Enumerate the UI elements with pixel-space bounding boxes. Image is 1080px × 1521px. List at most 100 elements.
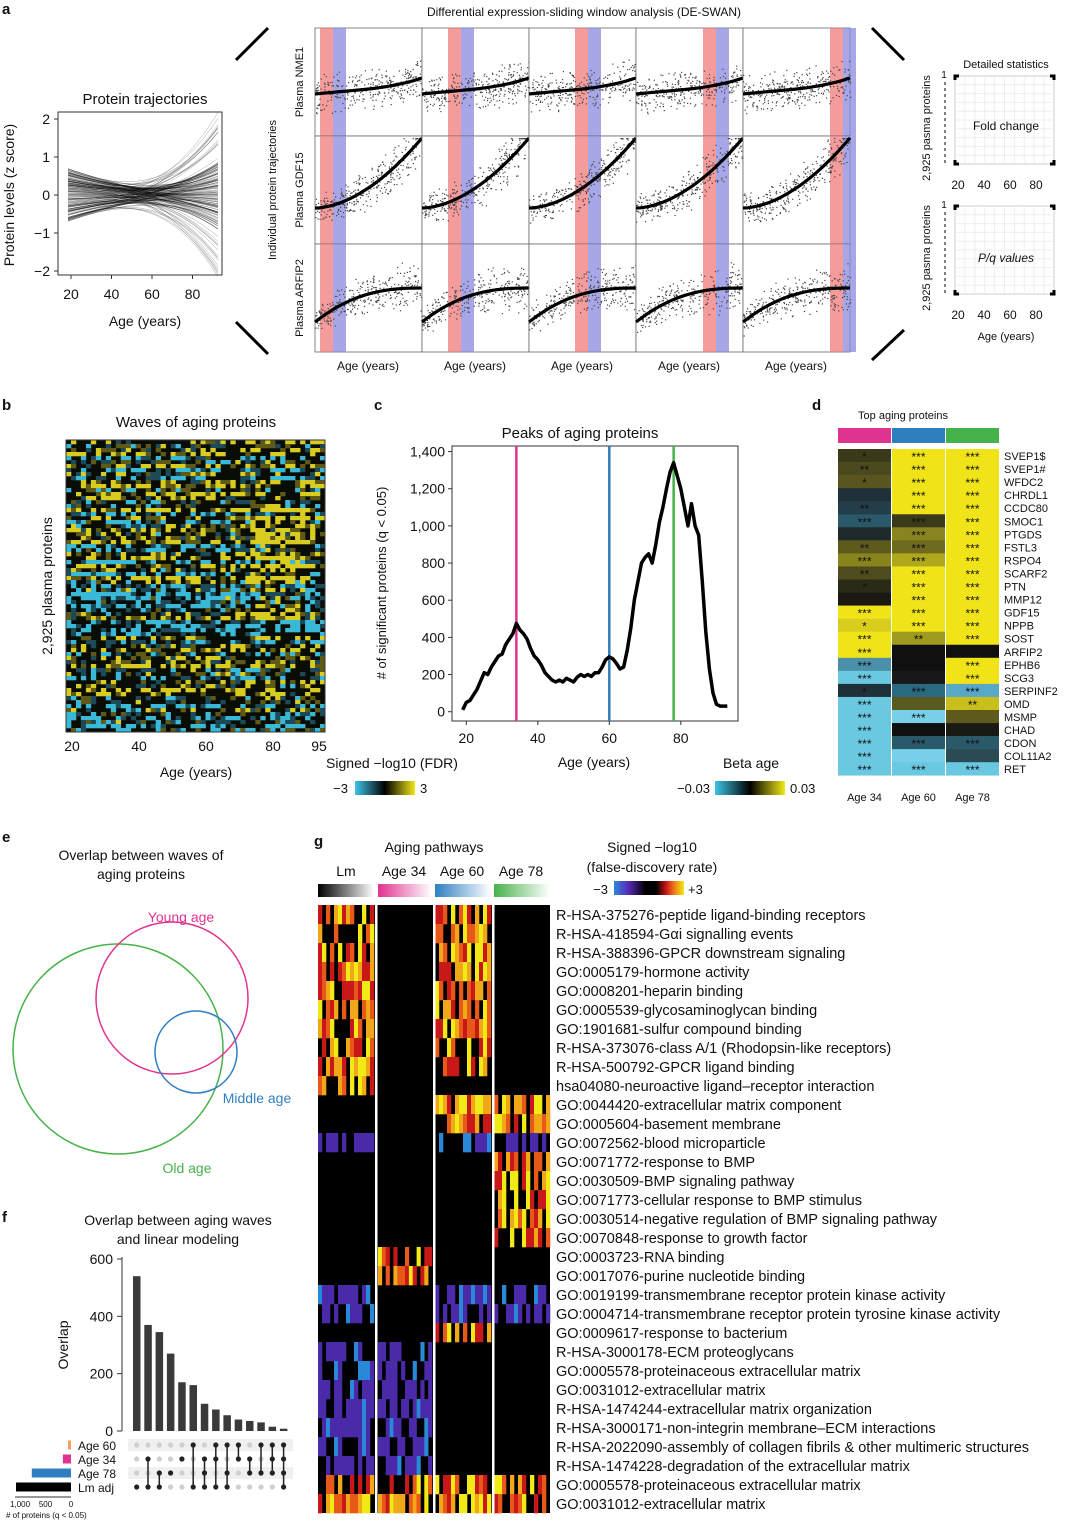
data-point: [732, 72, 735, 74]
data-point: [647, 308, 649, 310]
data-point: [359, 79, 361, 81]
data-point: [546, 199, 548, 201]
data-point: [358, 179, 360, 181]
data-point: [776, 193, 778, 195]
trend-line: [314, 136, 424, 210]
trajectory-line: [67, 199, 219, 216]
trajectory-line: [67, 179, 219, 207]
data-point: [551, 82, 553, 84]
trajectory-line: [67, 182, 219, 191]
data-point: [497, 82, 499, 84]
data-point: [377, 169, 379, 172]
data-point: [501, 313, 503, 315]
data-point: [468, 179, 470, 182]
data-point: [370, 86, 372, 88]
data-point: [507, 297, 509, 299]
data-point: [642, 210, 644, 212]
data-point: [559, 94, 561, 96]
data-point: [708, 88, 710, 90]
data-point: [696, 164, 698, 166]
data-point: [719, 159, 721, 161]
data-point: [806, 294, 808, 296]
data-point: [618, 89, 620, 91]
data-point: [839, 69, 841, 71]
data-point: [647, 202, 649, 204]
data-point: [376, 85, 378, 87]
data-point: [472, 84, 474, 86]
data-point: [583, 273, 585, 275]
data-point: [378, 300, 380, 302]
data-point: [337, 213, 340, 215]
data-point: [388, 292, 390, 294]
data-point: [322, 104, 324, 106]
data-point: [688, 183, 690, 185]
data-point: [670, 96, 672, 98]
data-point: [832, 308, 834, 310]
data-point: [347, 308, 349, 311]
data-point: [356, 75, 358, 77]
data-point: [620, 89, 622, 91]
data-point: [811, 172, 813, 174]
data-point: [842, 92, 844, 94]
window-blue-band: [716, 244, 729, 352]
data-point: [844, 156, 846, 158]
data-point: [772, 83, 774, 85]
trajectory-line: [67, 185, 219, 195]
data-point: [787, 197, 789, 199]
data-point: [412, 145, 414, 147]
trajectory-line: [67, 175, 219, 190]
data-point: [715, 296, 718, 298]
data-point: [668, 97, 671, 99]
data-point: [569, 93, 571, 95]
data-point: [504, 284, 506, 286]
data-point: [773, 311, 775, 313]
data-point: [438, 100, 440, 102]
data-point: [544, 201, 546, 203]
data-point: [558, 102, 560, 104]
trajectory-line: [67, 169, 219, 214]
data-point: [583, 204, 585, 206]
data-point: [491, 300, 494, 302]
data-point: [816, 296, 818, 298]
data-point: [515, 102, 517, 104]
data-point: [535, 104, 537, 106]
data-point: [317, 218, 319, 220]
data-point: [482, 106, 484, 108]
data-point: [456, 75, 458, 77]
data-point: [550, 103, 552, 105]
data-point: [824, 147, 827, 150]
data-point: [791, 293, 793, 295]
data-point: [603, 268, 605, 270]
data-point: [760, 220, 762, 222]
data-point: [475, 83, 477, 85]
data-point: [438, 319, 440, 321]
data-point: [409, 94, 411, 96]
data-point: [417, 63, 419, 65]
data-point: [554, 295, 556, 297]
data-point: [507, 157, 509, 159]
data-point: [694, 105, 696, 107]
data-point: [646, 321, 648, 323]
data-point: [633, 83, 635, 85]
data-point: [819, 81, 821, 83]
data-point: [479, 167, 481, 169]
data-point: [629, 68, 631, 70]
data-point: [598, 168, 600, 170]
data-point: [708, 91, 710, 93]
data-point: [532, 102, 534, 104]
data-point: [594, 276, 596, 278]
data-point: [364, 84, 366, 86]
data-point: [482, 187, 484, 189]
data-point: [349, 76, 351, 78]
data-point: [343, 196, 345, 198]
data-point: [315, 90, 317, 92]
data-point: [804, 96, 806, 98]
data-point: [475, 94, 477, 96]
data-point: [712, 164, 714, 166]
data-point: [376, 200, 378, 202]
data-point: [560, 309, 562, 311]
data-point: [724, 72, 726, 74]
data-point: [322, 305, 324, 307]
data-point: [406, 91, 408, 93]
data-point: [601, 271, 603, 274]
